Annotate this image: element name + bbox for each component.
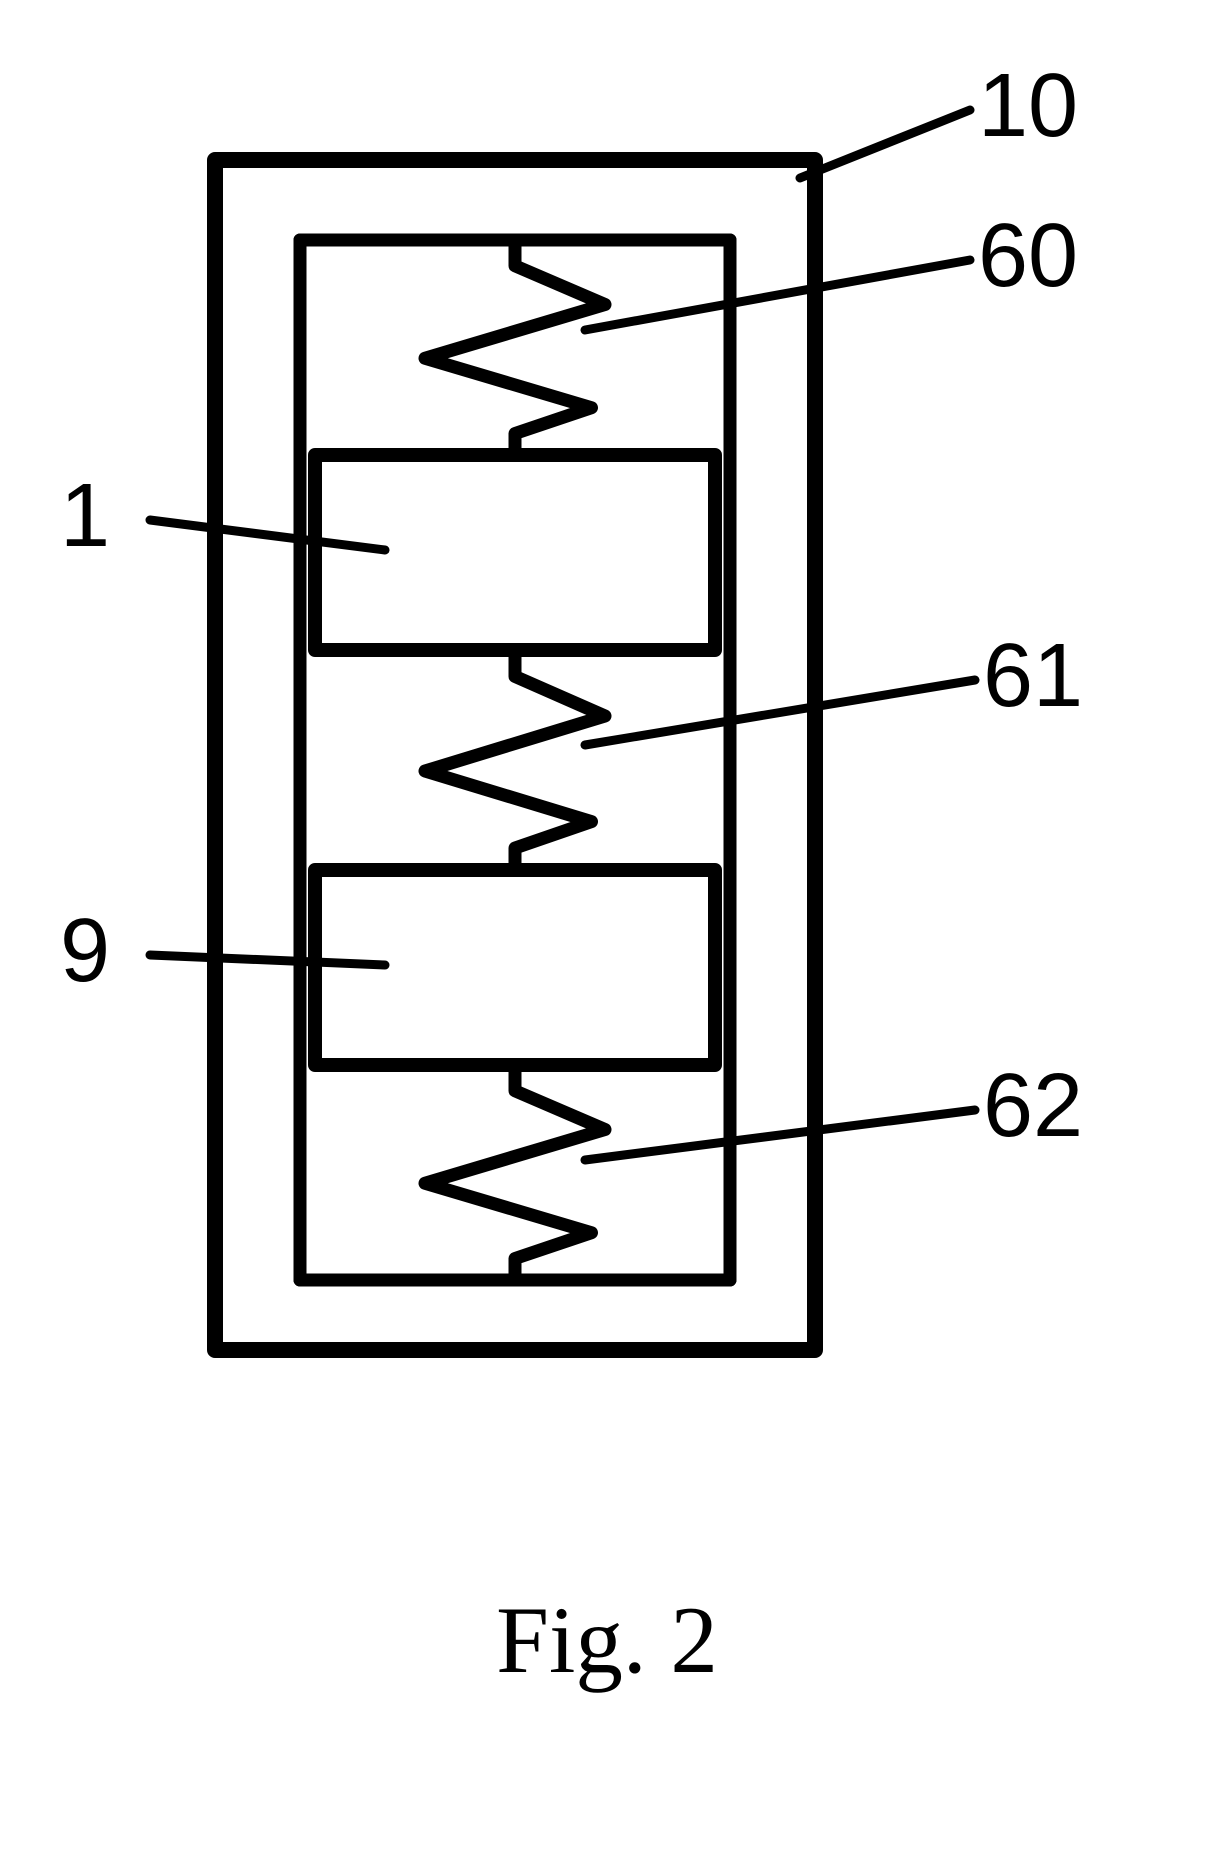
label-61: 61	[983, 631, 1083, 721]
label-9: 9	[60, 906, 110, 996]
page: 10 60 1 61 9 62 Fig. 2	[0, 0, 1214, 1857]
label-62: 62	[983, 1061, 1083, 1151]
label-60: 60	[978, 211, 1078, 301]
figure-caption: Fig. 2	[0, 1585, 1214, 1695]
label-10: 10	[978, 61, 1078, 151]
label-1: 1	[60, 471, 110, 561]
